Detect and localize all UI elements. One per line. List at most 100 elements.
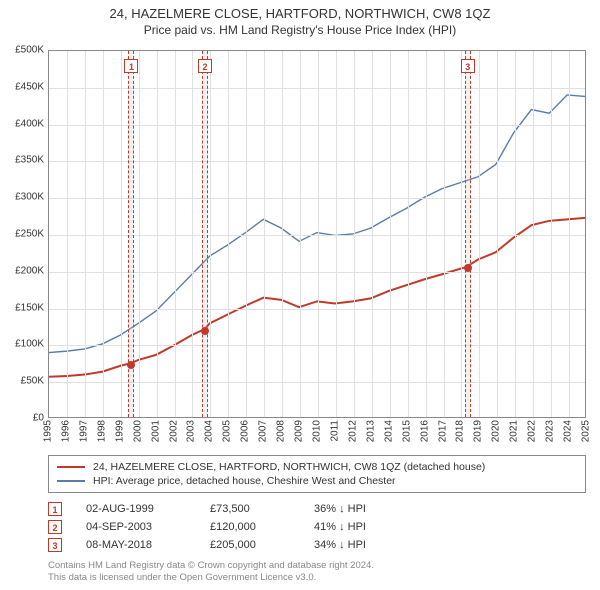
- event-price: £120,000: [210, 521, 290, 533]
- event-date: 02-AUG-1999: [86, 503, 186, 515]
- legend-swatch: [57, 480, 85, 482]
- gridline: [372, 51, 373, 417]
- chart-title: 24, HAZELMERE CLOSE, HARTFORD, NORTHWICH…: [0, 6, 600, 21]
- x-tick-label: 2017: [437, 420, 448, 442]
- event-price: £73,500: [210, 503, 290, 515]
- gridline: [121, 51, 122, 417]
- x-tick-label: 2009: [294, 420, 305, 442]
- gridline: [192, 51, 193, 417]
- x-tick-label: 2022: [527, 420, 538, 442]
- gridline: [390, 51, 391, 417]
- gridline: [300, 51, 301, 417]
- x-tick-label: 2025: [581, 420, 592, 442]
- x-tick-label: 2007: [258, 420, 269, 442]
- footer-line: This data is licensed under the Open Gov…: [48, 572, 374, 584]
- y-tick-label: £150K: [4, 302, 44, 313]
- gridline: [515, 51, 516, 417]
- gridline: [67, 51, 68, 417]
- x-tick-label: 2010: [312, 420, 323, 442]
- legend: 24, HAZELMERE CLOSE, HARTFORD, NORTHWICH…: [48, 455, 586, 493]
- gridline: [569, 51, 570, 417]
- x-tick-label: 2002: [168, 420, 179, 442]
- sale-marker-flag: 1: [124, 59, 138, 73]
- legend-item: 24, HAZELMERE CLOSE, HARTFORD, NORTHWICH…: [57, 460, 577, 474]
- gridline: [157, 51, 158, 417]
- sale-marker-band: [465, 51, 471, 417]
- x-tick-label: 2003: [186, 420, 197, 442]
- x-tick-label: 2004: [204, 420, 215, 442]
- legend-label: HPI: Average price, detached house, Ches…: [93, 475, 396, 487]
- gridline: [85, 51, 86, 417]
- x-tick-label: 2018: [455, 420, 466, 442]
- gridline: [444, 51, 445, 417]
- gridline: [282, 51, 283, 417]
- event-flag: 1: [48, 502, 62, 516]
- legend-label: 24, HAZELMERE CLOSE, HARTFORD, NORTHWICH…: [93, 461, 485, 473]
- x-tick-label: 2005: [222, 420, 233, 442]
- x-tick-label: 2006: [240, 420, 251, 442]
- event-row: 308-MAY-2018£205,00034% ↓ HPI: [48, 536, 586, 554]
- x-tick-label: 2016: [419, 420, 430, 442]
- sale-marker-dot: [201, 327, 209, 335]
- event-delta: 34% ↓ HPI: [314, 539, 366, 551]
- x-tick-label: 2012: [347, 420, 358, 442]
- event-row: 2 04-SEP-2003 £120,000 41% ↓ HPI: [48, 518, 586, 536]
- legend-item: HPI: Average price, detached house, Ches…: [57, 474, 577, 488]
- x-tick-label: 1995: [43, 420, 54, 442]
- gridline: [318, 51, 319, 417]
- event-delta: 36% ↓ HPI: [314, 503, 366, 515]
- gridline: [551, 51, 552, 417]
- x-tick-label: 2011: [329, 420, 340, 442]
- gridline: [103, 51, 104, 417]
- gridline: [408, 51, 409, 417]
- x-tick-label: 2008: [276, 420, 287, 442]
- y-tick-label: £250K: [4, 229, 44, 240]
- event-price: £205,000: [210, 539, 290, 551]
- gridline: [139, 51, 140, 417]
- gridline: [336, 51, 337, 417]
- y-tick-label: £200K: [4, 265, 44, 276]
- event-delta: 41% ↓ HPI: [314, 521, 366, 533]
- x-tick-label: 2000: [132, 420, 143, 442]
- x-tick-label: 1999: [114, 420, 125, 442]
- sale-marker-dot: [464, 264, 472, 272]
- footer-attribution: Contains HM Land Registry data © Crown c…: [48, 560, 374, 584]
- chart-plot-area: 123: [48, 50, 586, 418]
- y-tick-label: £450K: [4, 81, 44, 92]
- gridline: [175, 51, 176, 417]
- y-tick-label: £100K: [4, 339, 44, 350]
- legend-swatch: [57, 466, 85, 468]
- event-row: 1 02-AUG-1999 £73,500 36% ↓ HPI: [48, 500, 586, 518]
- x-tick-label: 1998: [96, 420, 107, 442]
- x-tick-label: 2015: [401, 420, 412, 442]
- x-tick-label: 2020: [491, 420, 502, 442]
- y-tick-label: £300K: [4, 192, 44, 203]
- gridline: [246, 51, 247, 417]
- sale-marker-dot: [127, 361, 135, 369]
- y-tick-label: £350K: [4, 155, 44, 166]
- x-tick-label: 1997: [78, 420, 89, 442]
- x-tick-label: 2023: [545, 420, 556, 442]
- gridline: [426, 51, 427, 417]
- event-date: 04-SEP-2003: [86, 521, 186, 533]
- gridline: [497, 51, 498, 417]
- gridline: [461, 51, 462, 417]
- y-tick-label: £50K: [4, 376, 44, 387]
- chart-subtitle: Price paid vs. HM Land Registry's House …: [0, 23, 600, 37]
- x-tick-label: 1996: [60, 420, 71, 442]
- gridline: [354, 51, 355, 417]
- x-tick-label: 2019: [473, 420, 484, 442]
- gridline: [210, 51, 211, 417]
- x-tick-label: 2001: [150, 420, 161, 442]
- gridline: [479, 51, 480, 417]
- x-tick-label: 2013: [365, 420, 376, 442]
- y-tick-label: £500K: [4, 45, 44, 56]
- y-tick-label: £0: [4, 413, 44, 424]
- event-flag: 3: [48, 538, 62, 552]
- gridline: [533, 51, 534, 417]
- event-flag: 2: [48, 520, 62, 534]
- y-tick-label: £400K: [4, 118, 44, 129]
- x-tick-label: 2024: [563, 420, 574, 442]
- sale-marker-band: [202, 51, 208, 417]
- gridline: [264, 51, 265, 417]
